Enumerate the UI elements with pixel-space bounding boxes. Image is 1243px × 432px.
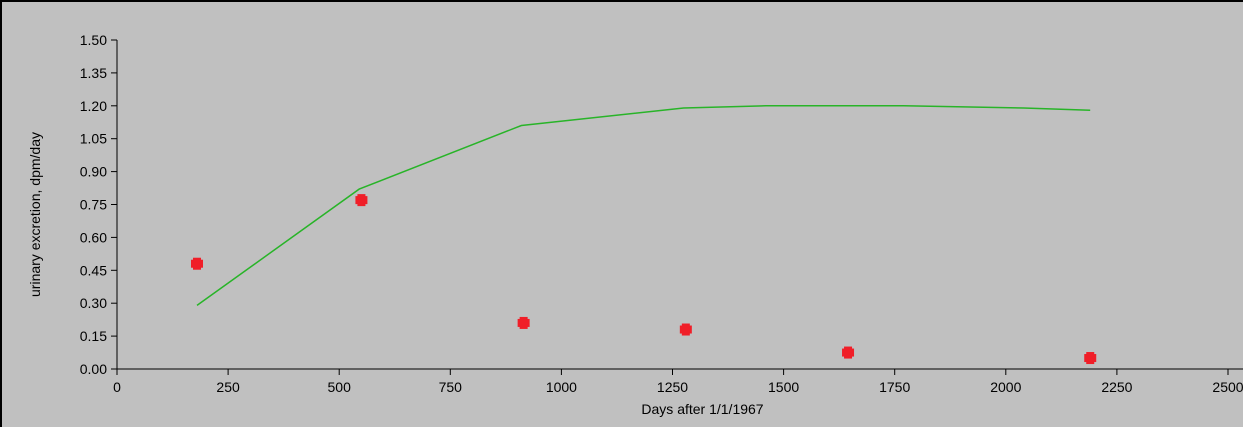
data-point-marker-h: [1084, 354, 1097, 363]
y-axis-label: urinary excretion, dpm/day: [27, 132, 43, 297]
x-tick-label: 1500: [768, 379, 799, 395]
x-tick-label: 2250: [1101, 379, 1132, 395]
x-tick-label: 2000: [990, 379, 1021, 395]
y-tick-label: 1.35: [80, 65, 107, 81]
y-tick-label: 1.20: [80, 98, 107, 114]
y-tick-label: 0.90: [80, 164, 107, 180]
data-point-marker-h: [842, 348, 855, 357]
x-tick-label: 2500: [1212, 379, 1243, 395]
y-tick-label: 0.15: [80, 328, 107, 344]
series-layer: [190, 105, 1097, 365]
data-point-marker-h: [190, 259, 203, 268]
y-tick-label: 0.30: [80, 295, 107, 311]
x-tick-label: 250: [216, 379, 240, 395]
x-tick-label: 1750: [879, 379, 910, 395]
y-tick-label: 0.00: [80, 361, 107, 377]
y-ticks: 0.00 0.15 0.30 0.45 0.60 0.75 0.90 1.05 1.20 1.35…: [80, 32, 117, 377]
x-ticks: 0 250 500 750 1000 1250 1500 1750 2000 2250 2500: [113, 369, 1243, 395]
y-tick-label: 0.75: [80, 197, 107, 213]
x-tick-label: 750: [439, 379, 463, 395]
data-point-marker-h: [517, 318, 530, 327]
data-point-marker-h: [355, 196, 368, 205]
data-point-marker-h: [679, 325, 692, 334]
y-tick-label: 1.05: [80, 131, 107, 147]
axes: [111, 40, 1243, 374]
series-line: [196, 105, 1091, 307]
y-tick-label: 0.60: [80, 229, 107, 245]
x-axis-label: Days after 1/1/1967: [641, 401, 763, 417]
y-tick-label: 0.45: [80, 262, 107, 278]
x-tick-label: 1250: [657, 379, 688, 395]
x-tick-label: 0: [113, 379, 121, 395]
x-tick-label: 500: [328, 379, 352, 395]
y-tick-label: 1.50: [80, 32, 107, 48]
x-tick-label: 1000: [546, 379, 577, 395]
